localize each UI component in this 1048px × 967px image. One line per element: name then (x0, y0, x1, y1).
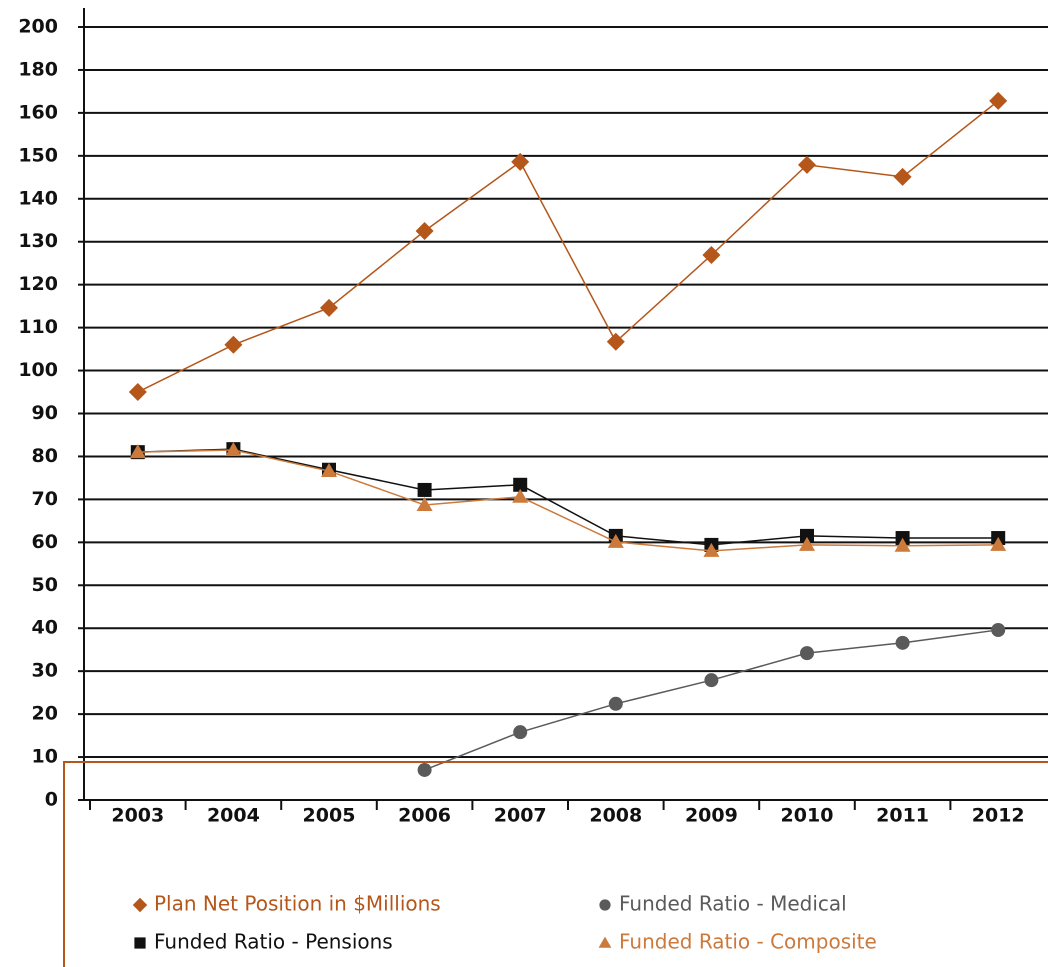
y-tick-label: 50 (32, 574, 58, 596)
marker (225, 442, 242, 457)
y-tick-label: 130 (18, 230, 58, 252)
y-tick-label: 180 (18, 58, 58, 80)
series-line (137, 449, 999, 552)
legend-label: Funded Ratio - Composite (619, 930, 877, 954)
marker (134, 937, 146, 949)
x-tick-label: 2005 (303, 805, 356, 827)
marker (599, 899, 611, 911)
marker (703, 542, 720, 557)
y-tick-label: 140 (18, 187, 58, 209)
x-tick-label: 2012 (972, 805, 1025, 827)
marker (702, 246, 721, 265)
marker (800, 528, 814, 543)
y-tick-label: 100 (18, 359, 58, 381)
x-tick-label: 2007 (494, 805, 547, 827)
legend-label: Funded Ratio - Pensions (154, 930, 393, 954)
marker (513, 477, 528, 492)
x-tick-label: 2011 (876, 805, 929, 827)
y-tick-label: 90 (32, 402, 58, 424)
marker (321, 463, 337, 478)
y-tick-label: 0 (45, 789, 58, 811)
legend-label: Funded Ratio - Medical (619, 892, 847, 916)
y-tick-label: 160 (18, 101, 58, 123)
x-tick-label: 2008 (589, 805, 642, 827)
legend-box (63, 761, 1048, 967)
y-tick-label: 80 (32, 445, 58, 467)
legend-label: Plan Net Position in $Millions (154, 892, 441, 916)
marker (129, 444, 146, 459)
marker (894, 537, 911, 552)
x-tick-label: 2009 (685, 805, 738, 827)
marker (893, 167, 912, 186)
y-tick-label: 70 (32, 488, 58, 510)
marker (798, 155, 816, 174)
x-tick-label: 2010 (781, 805, 834, 827)
marker (513, 725, 528, 740)
y-tick-label: 110 (18, 316, 58, 338)
marker (128, 383, 147, 402)
marker (132, 897, 148, 913)
marker (512, 488, 529, 503)
y-tick-label: 150 (18, 144, 58, 166)
marker (417, 762, 432, 777)
marker (607, 533, 624, 548)
marker (704, 673, 719, 688)
marker (511, 152, 530, 171)
y-tick-label: 30 (32, 660, 58, 682)
y-tick-label: 60 (32, 531, 58, 553)
series-line (137, 100, 999, 393)
marker (417, 482, 432, 497)
series-line (424, 629, 999, 771)
marker (991, 622, 1006, 637)
marker (320, 298, 338, 317)
marker (608, 696, 623, 711)
marker (224, 335, 243, 354)
marker (895, 635, 910, 650)
series-line (137, 448, 999, 546)
marker (990, 536, 1007, 551)
x-tick-label: 2003 (111, 805, 164, 827)
x-tick-label: 2004 (207, 805, 260, 827)
marker (989, 91, 1008, 110)
marker (799, 536, 815, 551)
marker (416, 496, 433, 511)
y-tick-label: 20 (32, 703, 58, 725)
marker (415, 221, 434, 240)
y-tick-label: 200 (18, 16, 58, 38)
marker (598, 936, 612, 948)
y-tick-label: 10 (32, 746, 58, 768)
marker (606, 332, 625, 351)
y-tick-label: 120 (18, 273, 58, 295)
y-tick-label: 40 (32, 617, 58, 639)
x-tick-label: 2006 (398, 805, 451, 827)
marker (800, 646, 814, 661)
